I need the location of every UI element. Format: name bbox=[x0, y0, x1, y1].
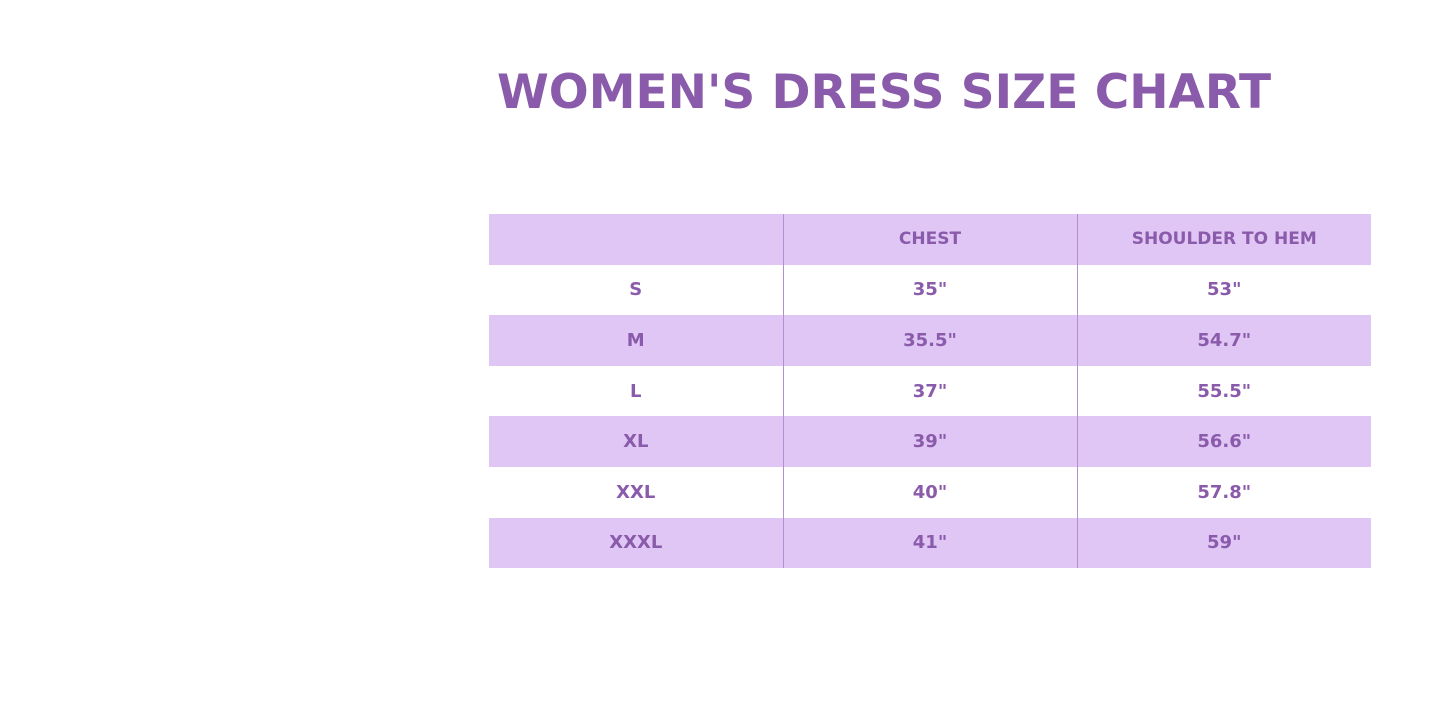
size-cell: XXL bbox=[616, 481, 656, 503]
shoulder-to-hem-cell: 56.6" bbox=[1076, 416, 1371, 467]
header-shoulder-to-hem: SHOULDER TO HEM bbox=[1076, 214, 1371, 265]
shoulder-to-hem-cell: 54.7" bbox=[1076, 315, 1371, 366]
table-row: L 37" 55.5" bbox=[489, 365, 1371, 417]
table-row: XL 39" 56.6" bbox=[489, 416, 1371, 467]
size-cell: L bbox=[630, 380, 642, 402]
table-header-row: CHEST SHOULDER TO HEM bbox=[489, 214, 1371, 265]
size-chart-table: CHEST SHOULDER TO HEM S 35" 53" M 35.5" 54.7"… bbox=[489, 214, 1371, 569]
shoulder-to-hem-cell: 59" bbox=[1076, 517, 1371, 569]
size-cell: S bbox=[629, 279, 643, 301]
shoulder-to-hem-cell: 53" bbox=[1076, 264, 1371, 316]
chest-cell: 35.5" bbox=[782, 315, 1077, 366]
header-size bbox=[489, 214, 783, 265]
table-row: XXXL 41" 59" bbox=[489, 517, 1371, 569]
size-cell: XXXL bbox=[489, 517, 783, 569]
shoulder-to-hem-cell: 57.8" bbox=[1076, 466, 1371, 518]
chest-cell: 39" bbox=[782, 416, 1077, 467]
chest-cell: 35" bbox=[782, 264, 1077, 316]
table-row: M 35.5" 54.7" bbox=[489, 315, 1371, 366]
table-row: S 35" 53" bbox=[489, 264, 1371, 316]
chest-cell: 37" bbox=[782, 365, 1077, 417]
size-cell: XL bbox=[489, 416, 783, 467]
table-row: XXL 40" 57.8" bbox=[489, 466, 1371, 518]
page-title: WOMEN'S DRESS SIZE CHART bbox=[496, 65, 1272, 120]
shoulder-to-hem-cell: 55.5" bbox=[1076, 365, 1371, 417]
header-chest: CHEST bbox=[782, 214, 1077, 265]
chest-cell: 40" bbox=[782, 466, 1077, 518]
chest-cell: 41" bbox=[782, 517, 1077, 569]
size-cell: M bbox=[489, 315, 783, 366]
